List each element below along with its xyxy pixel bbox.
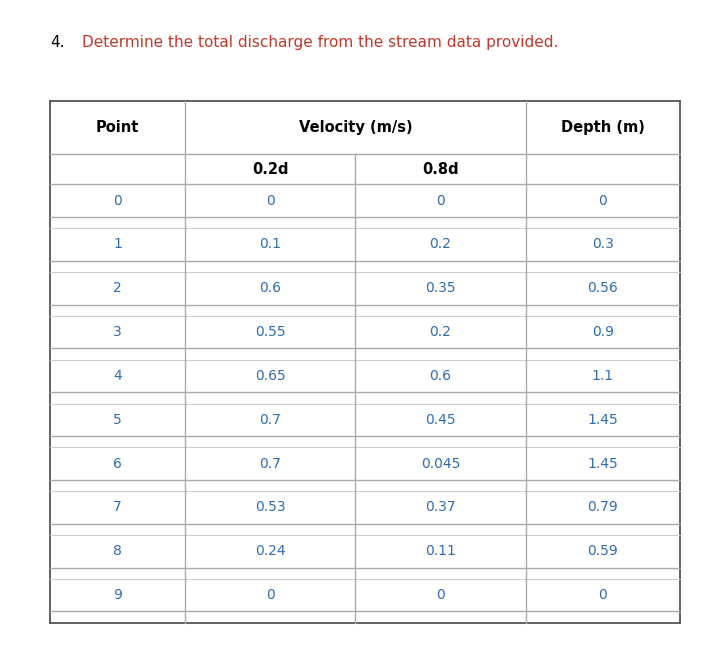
- Text: 0.35: 0.35: [425, 281, 456, 295]
- Text: 0: 0: [598, 588, 607, 602]
- Text: 0.9: 0.9: [592, 325, 614, 339]
- Text: 0.37: 0.37: [425, 501, 456, 514]
- Text: 2: 2: [113, 281, 122, 295]
- Text: 0.11: 0.11: [425, 544, 456, 558]
- Text: 0.2: 0.2: [429, 325, 451, 339]
- Text: 0.56: 0.56: [587, 281, 618, 295]
- Text: 0.7: 0.7: [259, 456, 281, 471]
- Text: 4.: 4.: [50, 35, 64, 50]
- Text: 0: 0: [436, 194, 445, 207]
- Text: 0: 0: [598, 194, 607, 207]
- Text: 3: 3: [113, 325, 122, 339]
- Text: 7: 7: [113, 501, 122, 514]
- Text: 0: 0: [266, 194, 275, 207]
- Text: 0.6: 0.6: [259, 281, 281, 295]
- Text: 5: 5: [113, 413, 122, 427]
- Text: 0.7: 0.7: [259, 413, 281, 427]
- Text: 0.3: 0.3: [592, 237, 614, 252]
- Text: 6: 6: [113, 456, 122, 471]
- Text: 0.045: 0.045: [421, 456, 460, 471]
- Text: 0.79: 0.79: [587, 501, 618, 514]
- Text: Depth (m): Depth (m): [561, 120, 644, 135]
- Text: 0.53: 0.53: [255, 501, 286, 514]
- Text: 0.2: 0.2: [429, 237, 451, 252]
- Text: 1.45: 1.45: [587, 413, 618, 427]
- Text: 0.2d: 0.2d: [252, 162, 288, 177]
- Text: Velocity (m/s): Velocity (m/s): [298, 120, 412, 135]
- Text: 0: 0: [436, 588, 445, 602]
- Text: 0.8d: 0.8d: [422, 162, 459, 177]
- Text: 1.1: 1.1: [592, 369, 614, 383]
- Text: 0.65: 0.65: [255, 369, 286, 383]
- Text: 0.45: 0.45: [425, 413, 456, 427]
- Text: 0: 0: [266, 588, 275, 602]
- Text: Point: Point: [96, 120, 140, 135]
- Text: 0.24: 0.24: [255, 544, 286, 558]
- Text: 1: 1: [113, 237, 122, 252]
- Text: 1.45: 1.45: [587, 456, 618, 471]
- Text: 0.55: 0.55: [255, 325, 286, 339]
- Text: 0.1: 0.1: [259, 237, 281, 252]
- Text: 4: 4: [113, 369, 122, 383]
- Text: 8: 8: [113, 544, 122, 558]
- Text: 0.6: 0.6: [429, 369, 451, 383]
- Text: Determine the total discharge from the stream data provided.: Determine the total discharge from the s…: [82, 35, 558, 50]
- Text: 0.59: 0.59: [587, 544, 618, 558]
- Text: 9: 9: [113, 588, 122, 602]
- Text: 0: 0: [113, 194, 122, 207]
